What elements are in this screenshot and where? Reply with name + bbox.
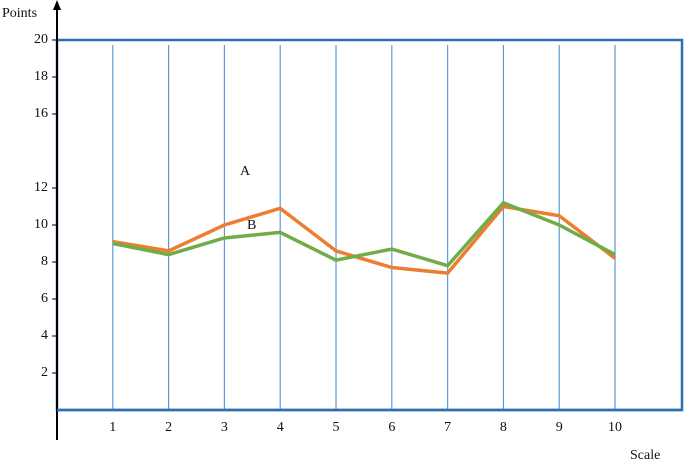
plot-frame (55, 38, 684, 412)
y-tick-label: 20 (34, 32, 48, 47)
x-tick-label: 6 (388, 420, 395, 435)
y-tick-label: 12 (34, 180, 48, 195)
x-axis-label: Scale (630, 448, 660, 463)
line-series (112, 201, 616, 268)
x-tick-label: 9 (556, 420, 563, 435)
y-arrow (53, 0, 61, 10)
x-tick-label: 2 (165, 420, 172, 435)
x-tick-label: 8 (500, 420, 507, 435)
y-tick-label: 2 (41, 365, 48, 380)
y-tick-label: 16 (34, 106, 48, 121)
y-tick-label: 8 (41, 254, 48, 269)
y-tick-label: 18 (34, 69, 48, 84)
x-tick-label: 3 (221, 420, 228, 435)
y-tick-label: 4 (41, 328, 48, 343)
y-axis-label: Points (2, 6, 37, 21)
y-tick-label: 6 (41, 291, 48, 306)
y-tick-label: 10 (34, 217, 48, 232)
x-tick-label: 1 (109, 420, 116, 435)
annotation: B (247, 218, 256, 233)
x-tick-label: 7 (444, 420, 451, 435)
x-tick-label: 5 (333, 420, 340, 435)
line-series (112, 204, 617, 275)
x-tick-label: 4 (277, 420, 284, 435)
x-tick-label: 10 (608, 420, 622, 435)
annotation: A (240, 164, 251, 179)
